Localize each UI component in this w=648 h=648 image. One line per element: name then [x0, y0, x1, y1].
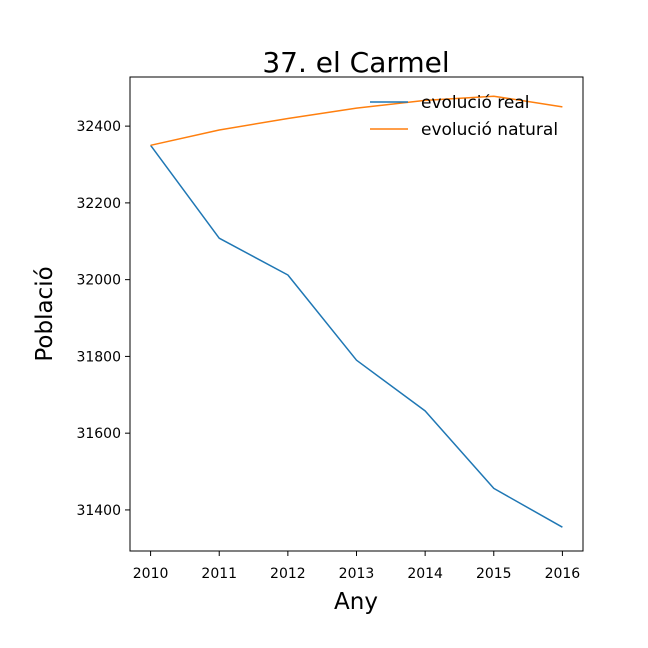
x-tick-label: 2016	[545, 566, 581, 582]
legend-label: evolució real	[421, 93, 530, 113]
legend-label: evolució natural	[421, 120, 558, 140]
series-line-1	[149, 144, 563, 528]
plot-area	[149, 95, 563, 528]
x-tick-label: 2011	[201, 566, 237, 582]
series-line-2	[150, 95, 563, 147]
chart-title: 37. el Carmel	[262, 46, 449, 79]
x-tick-label: 2014	[407, 566, 443, 582]
plot-frame	[129, 76, 584, 552]
y-axis-label: Població	[32, 266, 58, 361]
y-tick-label: 32200	[76, 196, 121, 212]
x-tick-label: 2010	[133, 566, 169, 582]
legend: evolució real evolució natural	[370, 93, 558, 140]
x-axis: 2010 2011 2012 2013 2014 2015 2016	[133, 551, 581, 582]
y-tick-label: 31800	[76, 349, 121, 365]
y-tick-label: 31600	[76, 426, 121, 442]
y-tick-label: 32000	[76, 273, 121, 289]
x-tick-label: 2015	[476, 566, 512, 582]
x-tick-label: 2012	[270, 566, 306, 582]
x-tick-label: 2013	[339, 566, 375, 582]
x-axis-label: Any	[334, 589, 378, 615]
y-tick-label: 32400	[76, 119, 121, 135]
y-axis: 31400 31600 31800 32000 32200 32400	[76, 119, 130, 519]
y-tick-label: 31400	[76, 503, 121, 519]
